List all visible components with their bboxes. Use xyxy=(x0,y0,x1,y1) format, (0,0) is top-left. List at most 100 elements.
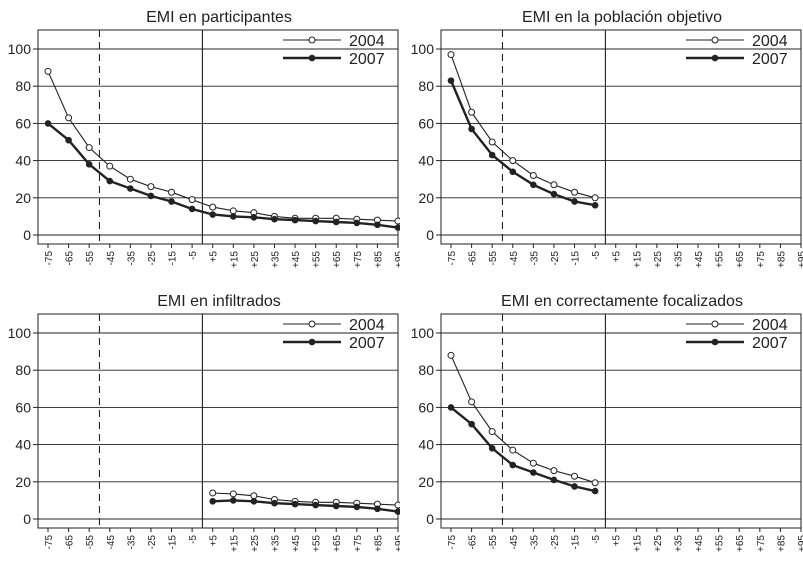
x-tick-label: +5 xyxy=(612,251,623,263)
data-point-2007 xyxy=(271,215,278,223)
data-point-2007 xyxy=(530,469,537,476)
panel-emi-participantes: EMI en participantes 0 20 40 60 80 100 -75 -65-… xyxy=(0,0,400,283)
data-point-2007 xyxy=(209,211,217,218)
y-tick-label: 20 xyxy=(418,474,434,490)
data-point-2004 xyxy=(250,492,258,500)
x-tick-label: +85 xyxy=(776,535,787,552)
data-point-2007 xyxy=(65,136,72,144)
data-point-2007 xyxy=(468,125,475,133)
x-tick-label: +65 xyxy=(735,251,746,268)
x-tick-label: -35 xyxy=(126,251,137,266)
y-tick-label: 60 xyxy=(418,399,434,415)
data-point-2007 xyxy=(353,503,361,511)
series-line-2004 xyxy=(47,71,399,222)
x-tick-label: +45 xyxy=(694,535,705,552)
x-tick-label: +95 xyxy=(797,251,803,268)
data-point-2007 xyxy=(291,216,299,224)
data-point-2007 xyxy=(229,213,237,220)
data-point-2007 xyxy=(374,505,381,513)
x-tick-label: -75 xyxy=(447,251,458,266)
data-point-2004 xyxy=(229,490,237,498)
data-point-2007 xyxy=(571,483,578,490)
x-tick-label: +55 xyxy=(312,251,323,268)
data-point-2004 xyxy=(447,351,455,359)
data-point-2004 xyxy=(509,446,517,454)
x-tick-label: -75 xyxy=(44,251,55,266)
x-tick-label: +25 xyxy=(653,535,664,552)
x-tick-label: +45 xyxy=(291,251,302,268)
data-point-2007 xyxy=(85,161,93,168)
x-tick-label: -45 xyxy=(106,535,117,550)
data-point-2004 xyxy=(188,196,196,204)
legend-marker-2007 xyxy=(711,338,719,346)
x-tick-label: +95 xyxy=(394,535,400,552)
data-point-2007 xyxy=(250,214,258,221)
x-tick-label: -25 xyxy=(550,535,561,550)
x-tick-label: +95 xyxy=(797,535,803,552)
chart-plot: 0 20 40 60 80 100 -75 -65 -55 -45 -35 -25 -15 -5 +5 +15… xyxy=(411,29,803,268)
x-tick-label: -45 xyxy=(509,251,520,266)
legend-label-2007: 2007 xyxy=(349,51,385,68)
data-point-2004 xyxy=(550,181,558,189)
data-point-2004 xyxy=(209,203,217,211)
y-tick-label: 60 xyxy=(418,115,434,131)
data-point-2004 xyxy=(591,194,599,202)
data-point-2004 xyxy=(106,162,114,170)
x-tick-label: -5 xyxy=(188,251,199,260)
x-tick-label: +5 xyxy=(209,251,220,263)
data-point-2007 xyxy=(394,224,400,231)
x-tick-label: -65 xyxy=(65,251,76,266)
y-tick-label: 20 xyxy=(15,190,31,206)
chart-title: EMI en participantes xyxy=(146,9,292,26)
y-tick-label: 80 xyxy=(418,362,434,378)
legend-marker-2004 xyxy=(711,320,719,328)
y-tick-label: 80 xyxy=(15,78,31,94)
series-line-2007 xyxy=(212,499,399,513)
x-tick-label: +35 xyxy=(673,535,684,552)
x-tick-label: +95 xyxy=(394,251,400,268)
data-point-2004 xyxy=(488,138,496,146)
y-tick-label: 100 xyxy=(411,325,435,341)
data-point-2004 xyxy=(509,157,517,165)
data-point-2007 xyxy=(394,508,400,515)
x-tick-label: -15 xyxy=(571,251,582,266)
y-tick-label: 100 xyxy=(8,325,32,341)
data-point-2007 xyxy=(44,120,52,127)
x-tick-label: -45 xyxy=(106,251,117,266)
x-tick-label: -5 xyxy=(591,251,602,260)
plot-frame xyxy=(440,29,802,245)
y-tick-label: 80 xyxy=(418,78,434,94)
data-point-2007 xyxy=(447,77,455,84)
x-tick-label: +65 xyxy=(735,535,746,552)
y-tick-label: 40 xyxy=(15,153,31,169)
plot-frame xyxy=(440,313,802,529)
data-point-2004 xyxy=(126,175,134,183)
data-point-2004 xyxy=(571,472,579,480)
series-line-2004 xyxy=(212,492,399,506)
data-point-2004 xyxy=(209,489,217,497)
data-point-2007 xyxy=(488,445,496,452)
legend-label-2007: 2007 xyxy=(349,335,385,352)
x-tick-label: +35 xyxy=(673,251,684,268)
x-tick-label: +15 xyxy=(229,251,240,268)
chart-plot: 0 20 40 60 80 100 -75 -65 -55 -45 -35 -25 -15 -5 +5 +15… xyxy=(8,29,400,268)
data-point-2007 xyxy=(271,499,278,507)
panel-emi-poblacion-objetivo: EMI en la población objetivo 0 20 40 60 80 10… xyxy=(403,0,803,283)
data-point-2007 xyxy=(188,205,196,213)
x-tick-label: +5 xyxy=(209,535,220,547)
chart-title: EMI en infiltrados xyxy=(157,293,281,310)
series-line-2007 xyxy=(449,80,596,207)
x-tick-label: -55 xyxy=(488,535,499,550)
x-tick-label: +35 xyxy=(270,251,281,268)
data-point-2004 xyxy=(529,171,537,179)
panel-emi-correctamente-focalizados: EMI en correctamente focalizados 0 20 40 60… xyxy=(403,284,803,567)
x-tick-label: -5 xyxy=(188,535,199,544)
data-point-2007 xyxy=(209,498,217,505)
legend-label-2004: 2004 xyxy=(752,33,788,50)
data-point-2007 xyxy=(332,218,340,226)
data-point-2007 xyxy=(353,219,361,227)
x-tick-label: +85 xyxy=(373,535,384,552)
y-tick-label: 0 xyxy=(426,227,434,243)
data-point-2007 xyxy=(250,498,258,505)
